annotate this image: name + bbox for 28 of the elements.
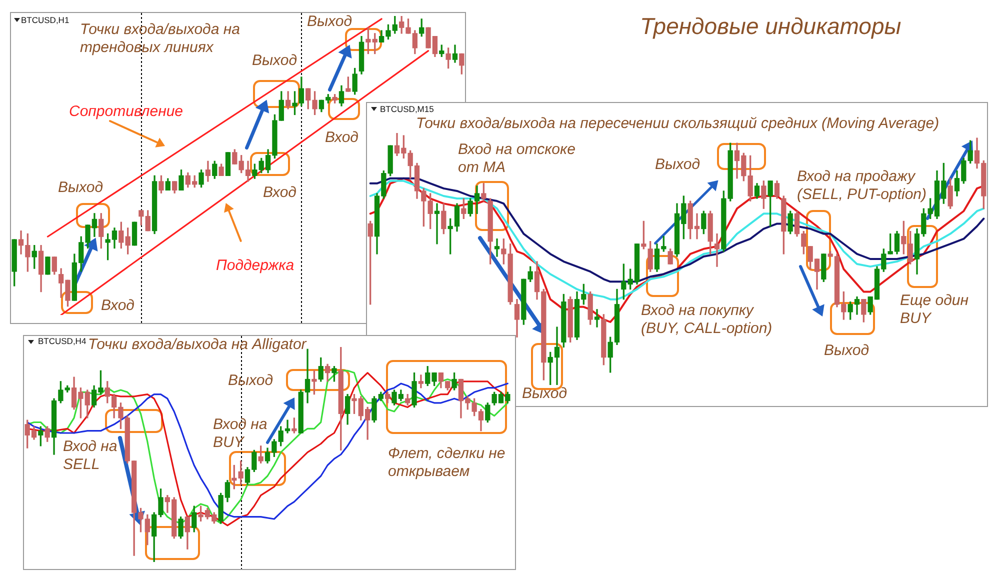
chart-title: Точки входа/выхода на пересечении скользящий средних (Moving Average) [416,115,940,133]
text: Поддержка [216,257,294,275]
annotation: Выход [307,13,352,31]
annotation: Выход [58,179,104,197]
chart-title: Точки входа/выхода на Alligator [88,336,306,354]
annotation: Вход на SELL [63,438,118,474]
chart-subtitle: BTCUSD,H1 [21,15,70,25]
annotation: Выход [252,52,298,70]
annotation: Выход [228,372,274,390]
annotation: Вход на покупку (BUY, CALL-option) [641,302,774,338]
candlestick [132,222,138,246]
series-label: Сопротивление [69,103,184,121]
chart-subtitle: BTCUSD,H4 [38,336,86,346]
text: Трендовые индикаторы [640,13,902,40]
annotation: Вход [101,297,134,315]
annotation: Выход [522,385,568,403]
annotation: Вход на BUY [213,416,268,452]
annotation: Вход [325,129,358,147]
annotation: Выход [655,156,700,174]
annotation: Флет, сделки не открываем [388,445,506,481]
annotation: Вход на продажу (SELL, PUT-option) [797,168,928,204]
annotation: Еще один BUY [900,292,970,328]
chart-subtitle: BTCUSD,M15 [380,104,434,114]
text: Точки входа/выхода на трендовых линиях [80,21,240,56]
annotation: Вход [263,184,296,202]
candlestick [225,152,231,176]
annotation: Вход на отскоке от MA [458,141,576,177]
annotation: Выход [824,342,870,360]
